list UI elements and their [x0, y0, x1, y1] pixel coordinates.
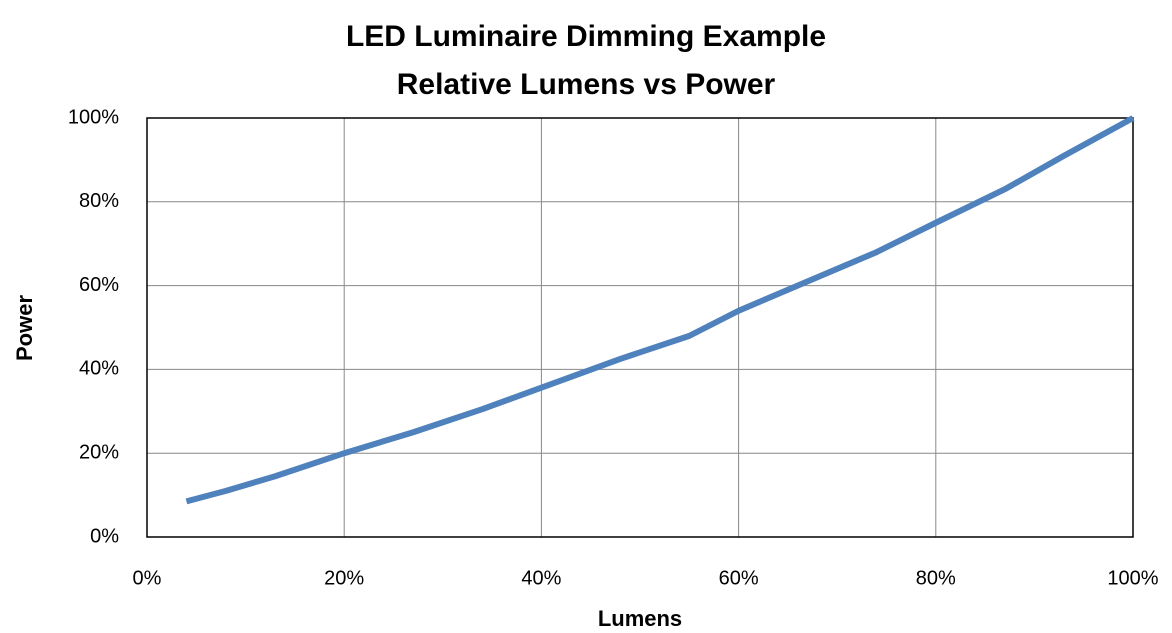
x-tick-label: 40% [521, 567, 561, 589]
plot-frame [146, 117, 1134, 538]
x-tick-label: 0% [133, 567, 162, 589]
y-tick-label: 80% [79, 190, 119, 212]
x-tick-label: 20% [324, 567, 364, 589]
x-tick-label: 100% [1107, 567, 1158, 589]
y-tick-label: 0% [90, 525, 119, 547]
y-tick-label: 60% [79, 274, 119, 296]
data-line [185, 115, 1135, 505]
x-tick-label: 60% [719, 567, 759, 589]
y-tick-label: 20% [79, 441, 119, 463]
chart-title: LED Luminaire Dimming Example [346, 20, 826, 53]
y-axis-label: Power [12, 295, 37, 361]
y-tick-label: 100% [68, 106, 119, 128]
y-tick-label: 40% [79, 358, 119, 380]
x-axis-label: Lumens [598, 606, 682, 631]
x-tick-label: 80% [916, 567, 956, 589]
chart-subtitle: Relative Lumens vs Power [397, 68, 776, 101]
